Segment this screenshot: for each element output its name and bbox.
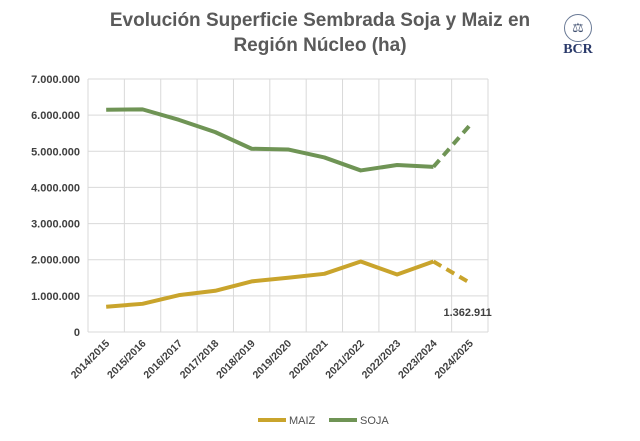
scales-icon: ⚖ xyxy=(564,14,592,42)
series-line-maiz xyxy=(106,259,435,309)
legend-label-soja: SOJA xyxy=(360,415,389,427)
legend-label-maiz: MAIZ xyxy=(289,415,316,427)
y-tick-label: 3.000.000 xyxy=(31,219,80,231)
y-tick-label: 0 xyxy=(74,327,80,339)
y-tick-label: 5.000.000 xyxy=(31,146,80,158)
y-tick-label: 1.000.000 xyxy=(31,291,80,303)
series-line-soja xyxy=(106,107,434,173)
chart-title-line1: Evolución Superficie Sembrada Soja y Mai… xyxy=(109,10,531,31)
y-tick-label: 7.000.000 xyxy=(31,74,80,86)
y-tick-label: 4.000.000 xyxy=(31,182,80,194)
series-projection-soja xyxy=(431,123,472,169)
data-label: 1.362.911 xyxy=(443,307,491,319)
y-tick-label: 2.000.000 xyxy=(31,255,80,267)
bcr-logo: ⚖ BCR xyxy=(556,14,600,60)
x-tick-label: 2024/2025 xyxy=(432,338,476,382)
y-tick-label: 6.000.000 xyxy=(31,110,80,122)
chart-title-line2: Región Núcleo (ha) xyxy=(233,35,407,56)
series-projection-maiz xyxy=(432,259,471,285)
